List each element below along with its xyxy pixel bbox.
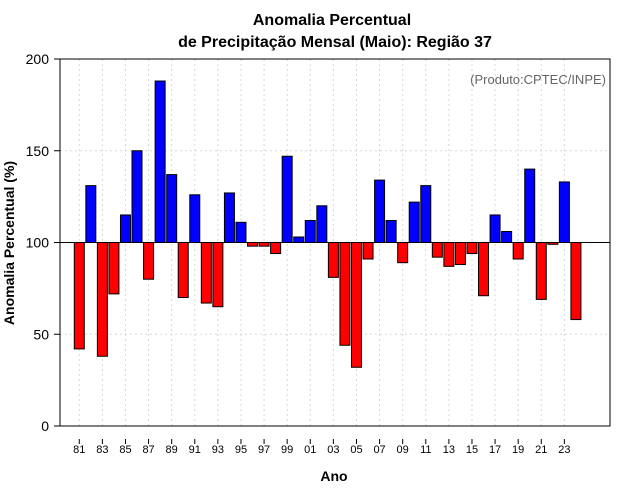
- x-tick-label: 05: [350, 444, 362, 456]
- bar-2005: [350, 242, 362, 368]
- bar-2020: [524, 168, 536, 244]
- bar-1990: [177, 242, 189, 299]
- bar-2024: [570, 242, 582, 321]
- y-tick-label: 100: [26, 235, 50, 251]
- bar-2012: [431, 242, 443, 258]
- y-tick-label: 150: [26, 143, 50, 159]
- bar-1989: [166, 174, 178, 243]
- x-axis-label: Ano: [320, 468, 347, 484]
- y-tick-label: 200: [26, 51, 50, 67]
- bar-1994: [223, 192, 235, 243]
- x-tick-label: 83: [96, 444, 108, 456]
- x-tick-label: 11: [420, 444, 431, 456]
- bar-2021: [535, 242, 547, 300]
- chart-title-line2: de Precipitação Mensal (Maio): Região 37: [178, 34, 492, 51]
- x-tick-label: 17: [489, 444, 501, 456]
- bar-1986: [131, 150, 143, 243]
- x-tick-label: 95: [235, 444, 247, 456]
- bar-2018: [501, 230, 513, 244]
- bar-2003: [327, 242, 339, 278]
- y-axis-label: Anomalia Percentual (%): [1, 161, 17, 325]
- bar-2000: [293, 236, 305, 243]
- x-tick-label: 91: [189, 444, 201, 456]
- bar-1995: [235, 221, 247, 244]
- x-tick-label: 93: [212, 444, 224, 456]
- y-tick-label: 50: [33, 326, 49, 342]
- bar-1999: [281, 155, 293, 244]
- x-tick-label: 15: [466, 444, 478, 456]
- x-tick-label: 85: [119, 444, 131, 456]
- bar-2007: [374, 179, 386, 243]
- x-tick-label: 03: [327, 444, 339, 456]
- bar-1982: [85, 185, 97, 244]
- y-tick-label: 0: [41, 418, 49, 434]
- bar-2010: [408, 201, 420, 244]
- bar-1993: [212, 242, 224, 308]
- bar-1991: [189, 194, 201, 243]
- bar-1996: [247, 242, 259, 247]
- bar-2019: [512, 242, 524, 260]
- x-axis-ticks: 81 83 85 87 89 91 93 95 97 99 01 03 05 07 09 11 13 15 17 19…: [73, 439, 571, 456]
- bar-2023: [558, 181, 570, 244]
- bar-1992: [200, 242, 212, 304]
- bar-2016: [478, 242, 490, 297]
- x-tick-label: 19: [512, 444, 524, 456]
- chart-title-line1: Anomalia Percentual: [253, 12, 411, 29]
- bar-2017: [489, 214, 501, 244]
- bar-2006: [362, 242, 374, 260]
- x-tick-label: 81: [73, 444, 85, 456]
- x-tick-label: 01: [304, 444, 316, 456]
- bar-1987: [143, 242, 155, 280]
- bar-2008: [385, 219, 397, 243]
- bar-2013: [443, 242, 455, 267]
- bar-2009: [397, 242, 409, 264]
- bar-2015: [466, 242, 478, 255]
- bar-1997: [258, 242, 270, 247]
- grid-lines: [60, 59, 610, 426]
- bar-1988: [154, 80, 166, 243]
- bar-2001: [304, 219, 316, 243]
- bar-2011: [420, 185, 432, 244]
- x-tick-label: 09: [397, 444, 409, 456]
- bars: [73, 80, 582, 368]
- x-tick-label: 89: [166, 444, 178, 456]
- bar-1983: [96, 242, 108, 357]
- x-tick-label: 99: [281, 444, 293, 456]
- x-tick-label: 13: [443, 444, 455, 456]
- bar-1981: [73, 242, 85, 350]
- x-tick-label: 97: [258, 444, 270, 456]
- x-tick-label: 21: [535, 444, 547, 456]
- bar-2004: [339, 242, 351, 346]
- x-tick-label: 23: [558, 444, 570, 456]
- x-tick-label: 87: [142, 444, 154, 456]
- bar-1985: [119, 214, 131, 244]
- x-tick-label: 07: [373, 444, 385, 456]
- bar-2002: [316, 205, 328, 244]
- source-label: (Produto:CPTEC/INPE): [470, 72, 606, 87]
- bar-1998: [270, 242, 282, 255]
- bar-2014: [454, 242, 466, 266]
- bar-1984: [108, 242, 120, 295]
- y-axis-ticks: 0 50 100 150 200: [26, 51, 60, 434]
